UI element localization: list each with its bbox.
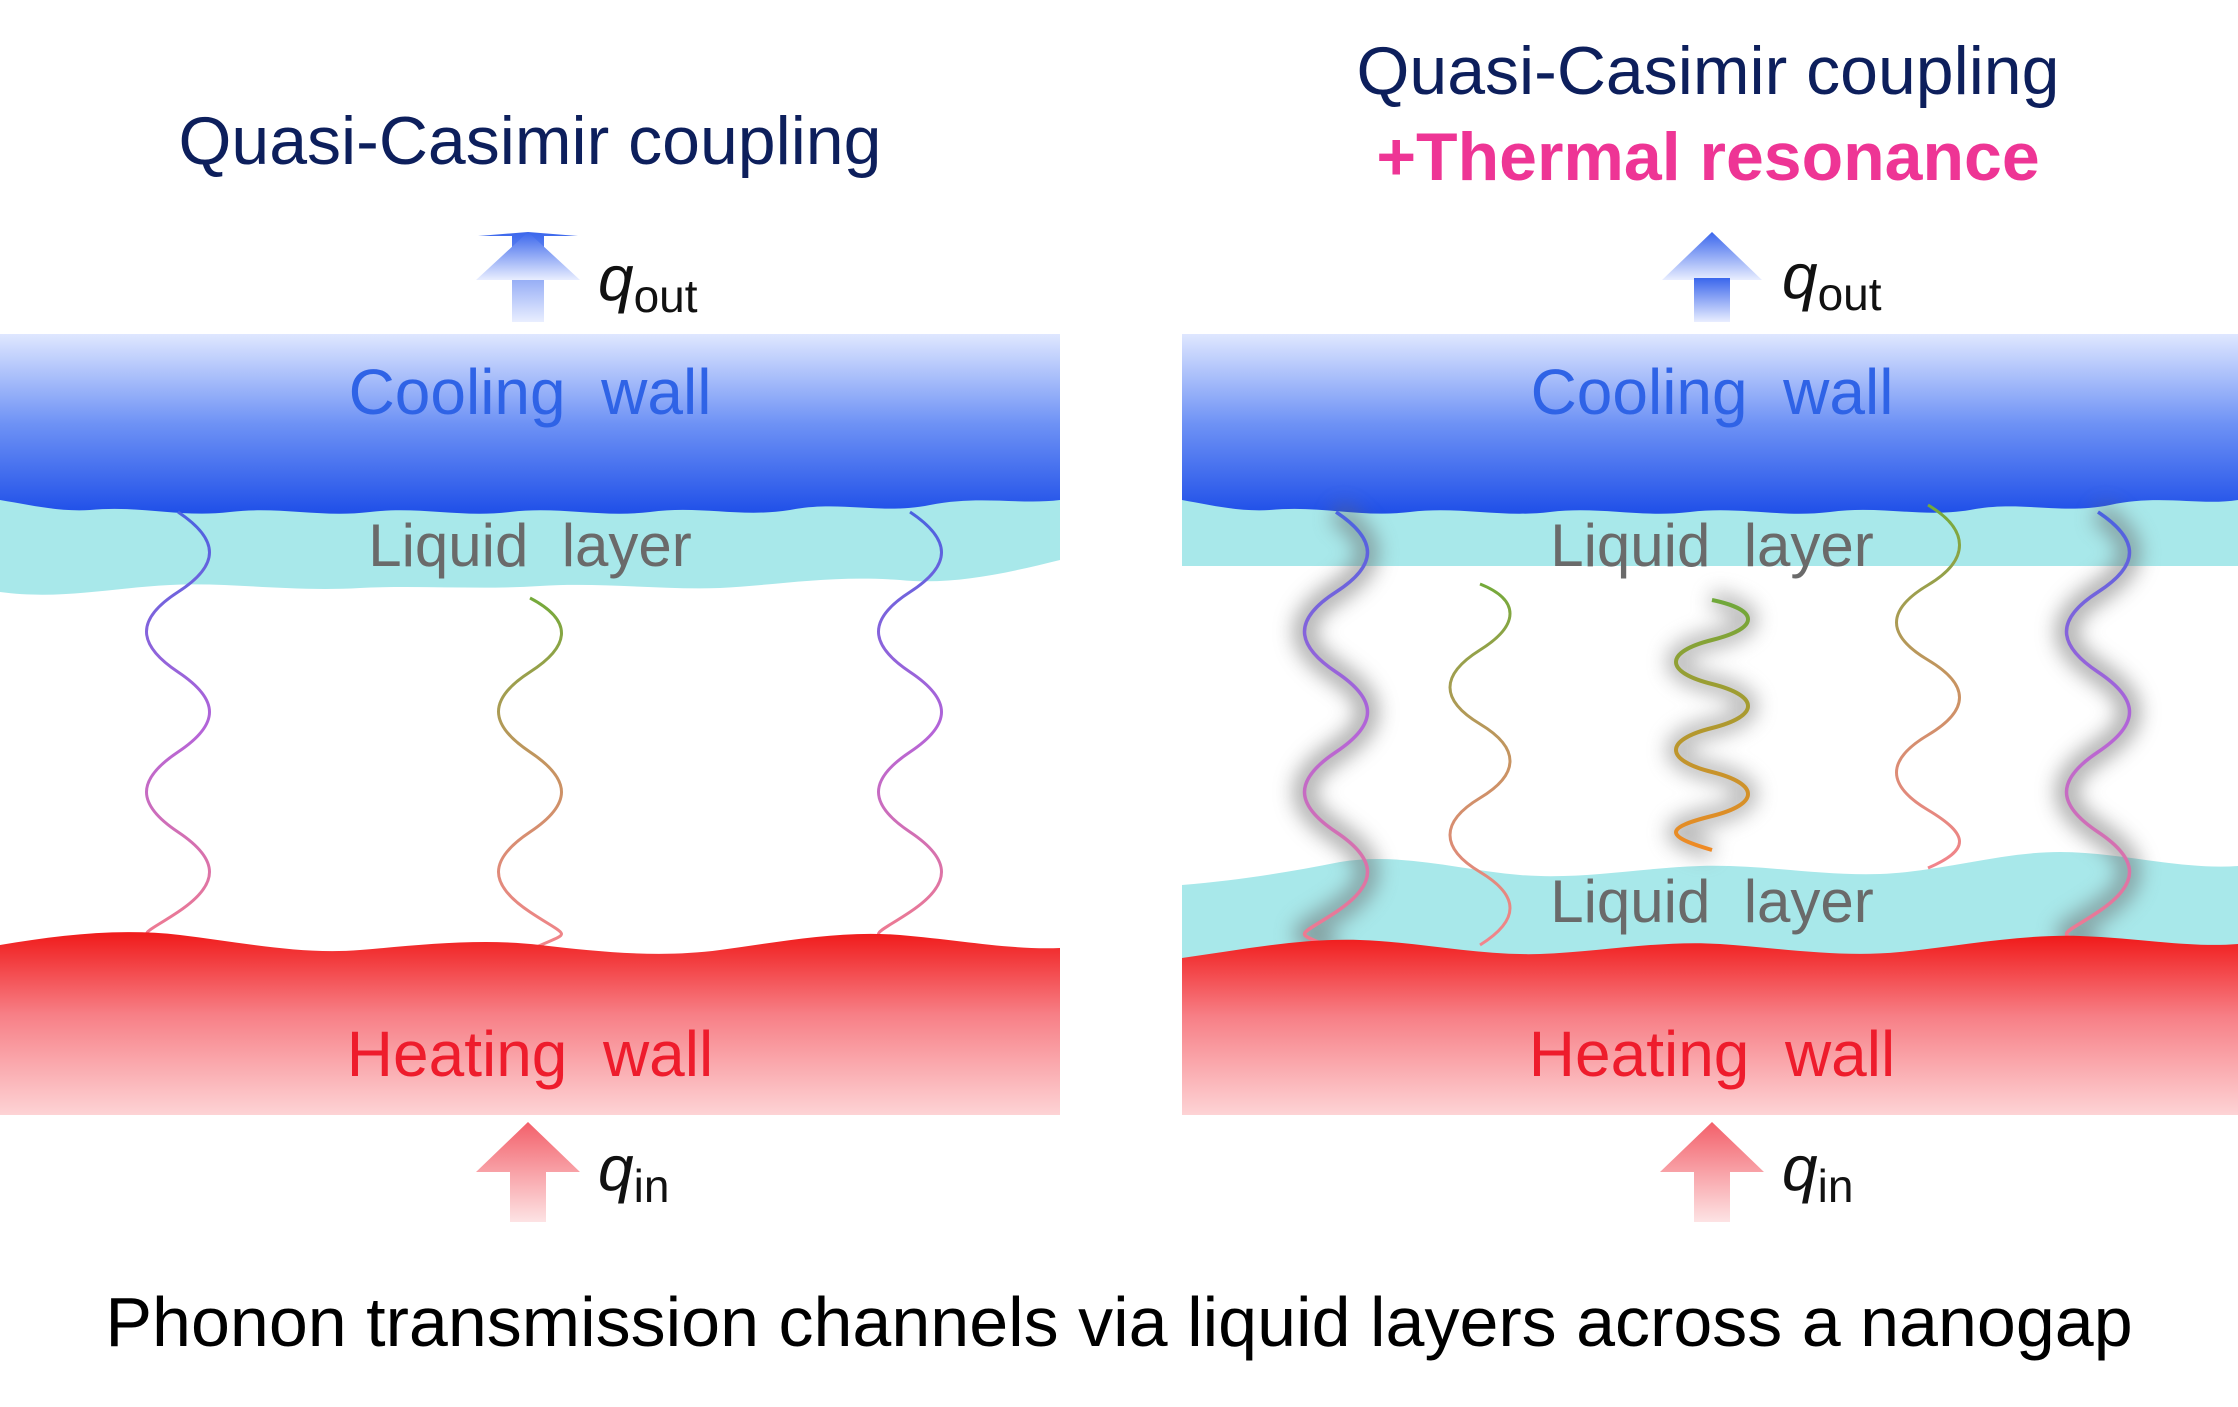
q-out-arrow-stem-right [1694,278,1730,322]
q-in-arrow-left [476,1122,580,1222]
phonon-wave-right-4 [1895,503,1961,870]
phonon-wave-right-5 [2064,510,2132,952]
phonon-wave-right-2 [1448,582,1512,947]
liquid-layer-top-label-right: Liquid layer [1550,512,1874,579]
q-in-label-left: qin [598,1132,669,1212]
phonon-wave-right-3 [1674,598,1750,852]
q-in-arrow-right [1660,1122,1764,1222]
heating-wall-label-right: Heating wall [1529,1018,1895,1090]
cooling-wall-left [0,334,1060,514]
liquid-layer-bottom-right [1182,852,2238,960]
heating-wall-label-left: Heating wall [347,1018,713,1090]
q-in-label-right: qin [1782,1132,1853,1212]
liquid-layer-label-left: Liquid layer [368,512,692,579]
q-out-label-right: qout [1782,240,1882,320]
left-panel: Quasi-Casimir coupling qout Cooling wall… [0,103,1060,1222]
q-out-arrow-right [1662,232,1762,280]
phonon-wave-left-3 [877,510,943,952]
left-title: Quasi-Casimir coupling [179,103,882,179]
phonon-wave-right-1 [1302,510,1370,952]
right-title-line1: Quasi-Casimir coupling [1357,33,2060,109]
phonon-wave-left-2 [497,596,563,952]
figure-caption: Phonon transmission channels via liquid … [105,1283,2132,1361]
heating-wall-left [0,932,1060,1115]
right-title-line2: +Thermal resonance [1376,119,2039,195]
heating-wall-right [1182,935,2238,1115]
phonon-wave-left-1 [145,510,211,952]
cooling-wall-right [1182,334,2238,514]
q-out-label-left: qout [598,242,698,322]
cooling-wall-label-right: Cooling wall [1531,356,1894,428]
liquid-layer-bottom-label-right: Liquid layer [1550,868,1874,935]
right-panel: Quasi-Casimir coupling +Thermal resonanc… [1182,33,2238,1222]
q-out-arrowhead-left [476,232,580,280]
cooling-wall-label-left: Cooling wall [349,356,712,428]
